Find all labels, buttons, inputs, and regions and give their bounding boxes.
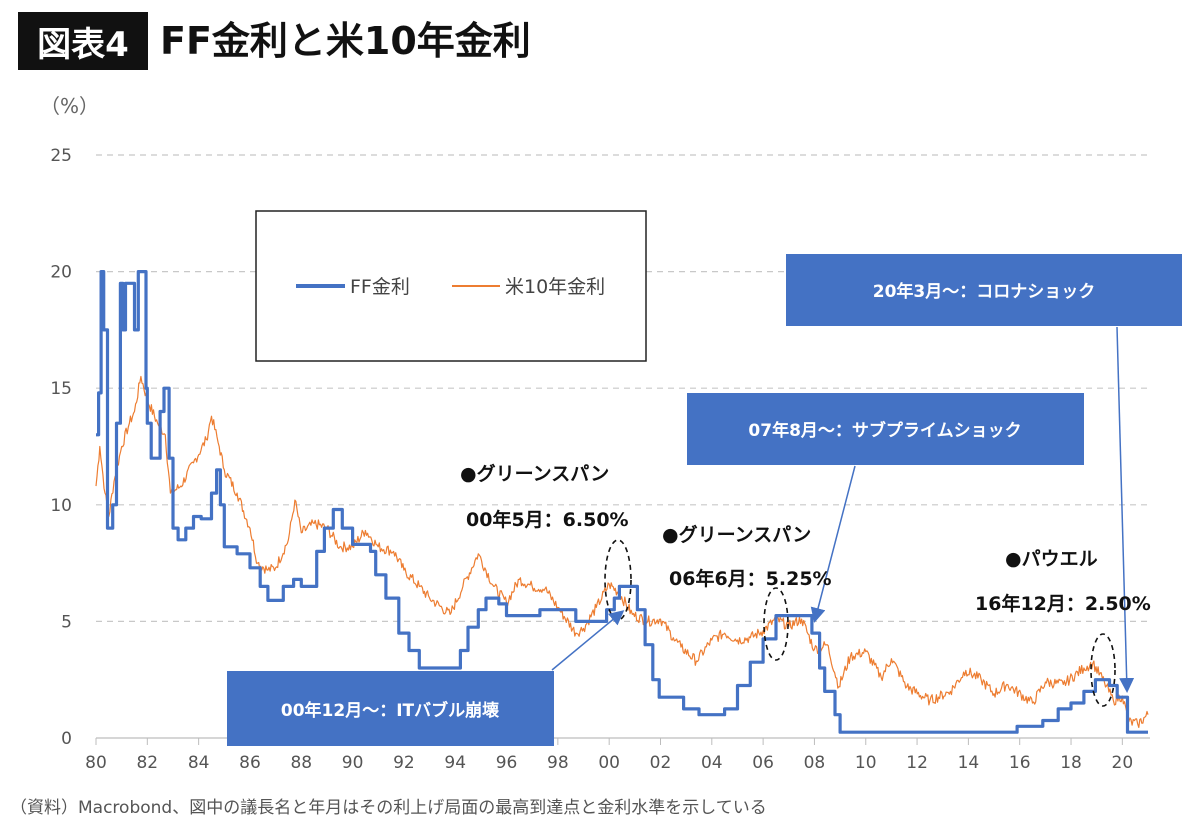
annotation-greenspan1-value: 00年5月：6.50% <box>466 508 629 531</box>
peak-marker-2018 <box>1090 633 1116 707</box>
y-tick-label: 25 <box>50 146 72 166</box>
y-tick-label: 20 <box>50 263 72 283</box>
chart-canvas: 0 5 10 15 20 25 80 82 84 86 88 90 92 94 96 98 00 02 04 06 0… <box>50 146 1182 773</box>
x-tick-label: 94 <box>444 753 466 773</box>
x-tick-label: 08 <box>804 753 826 773</box>
x-tick-label: 18 <box>1060 753 1082 773</box>
annotation-corona-text: 20年3月～：コロナショック <box>873 281 1096 302</box>
y-tick-label: 10 <box>50 496 72 516</box>
legend-label-ff: FF金利 <box>350 276 410 298</box>
x-tick-label: 88 <box>290 753 312 773</box>
y-tick-label: 5 <box>61 612 72 632</box>
annotation-it-bubble-text: 00年12月～：ITバブル崩壊 <box>281 700 500 721</box>
x-tick-label: 86 <box>239 753 261 773</box>
y-tick-label: 0 <box>61 729 72 749</box>
annotation-box-corona: 20年3月～：コロナショック <box>786 254 1182 326</box>
x-tick-label: 90 <box>342 753 364 773</box>
x-tick-label: 82 <box>136 753 158 773</box>
x-tick-label: 12 <box>906 753 928 773</box>
x-tick-label: 98 <box>547 753 569 773</box>
annotation-box-subprime: 07年8月～：サブプライムショック <box>687 393 1084 465</box>
annotation-subprime-text: 07年8月～：サブプライムショック <box>748 420 1021 441</box>
figure-tag: 図表4 <box>18 12 148 70</box>
x-tick-label: 06 <box>752 753 774 773</box>
chart-title: FF金利と米10年金利 <box>160 19 531 63</box>
arrow-it-bubble <box>551 610 625 671</box>
x-tick-label: 84 <box>188 753 210 773</box>
x-tick-label: 20 <box>1112 753 1134 773</box>
annotation-powell-name: ●パウエル <box>1005 548 1098 570</box>
x-tick-label: 96 <box>496 753 518 773</box>
y-tick-label: 15 <box>50 379 72 399</box>
x-tick-labels: 80 82 84 86 88 90 92 94 96 98 00 02 04 06 08 10 12 14 16 18… <box>85 738 1133 773</box>
x-tick-label: 92 <box>393 753 415 773</box>
arrow-subprime <box>810 465 856 623</box>
annotation-powell-value: 16年12月：2.50% <box>975 592 1151 615</box>
x-tick-label: 14 <box>958 753 980 773</box>
x-tick-label: 80 <box>85 753 107 773</box>
peak-marker-2006 <box>763 587 789 661</box>
annotation-greenspan2-value: 06年6月：5.25% <box>669 567 832 590</box>
legend: FF金利 米10年金利 <box>255 210 647 362</box>
annotation-box-it-bubble: 00年12月～：ITバブル崩壊 <box>227 671 554 746</box>
x-tick-label: 04 <box>701 753 723 773</box>
x-tick-label: 16 <box>1009 753 1031 773</box>
x-tick-label: 10 <box>855 753 877 773</box>
x-tick-label: 00 <box>598 753 620 773</box>
arrow-corona <box>1116 326 1135 693</box>
annotation-greenspan2-name: ●グリーンスパン <box>662 523 811 546</box>
source-note: （資料）Macrobond、図中の議長名と年月はその利上げ局面の最高到達点と金利… <box>10 798 767 818</box>
x-tick-label: 02 <box>650 753 672 773</box>
annotation-greenspan1-name: ●グリーンスパン <box>460 462 609 485</box>
y-axis-unit: （%） <box>40 94 100 118</box>
peak-marker-2000 <box>604 539 632 621</box>
y-tick-labels: 0 5 10 15 20 25 <box>50 146 72 749</box>
legend-label-us10y: 米10年金利 <box>505 276 605 298</box>
